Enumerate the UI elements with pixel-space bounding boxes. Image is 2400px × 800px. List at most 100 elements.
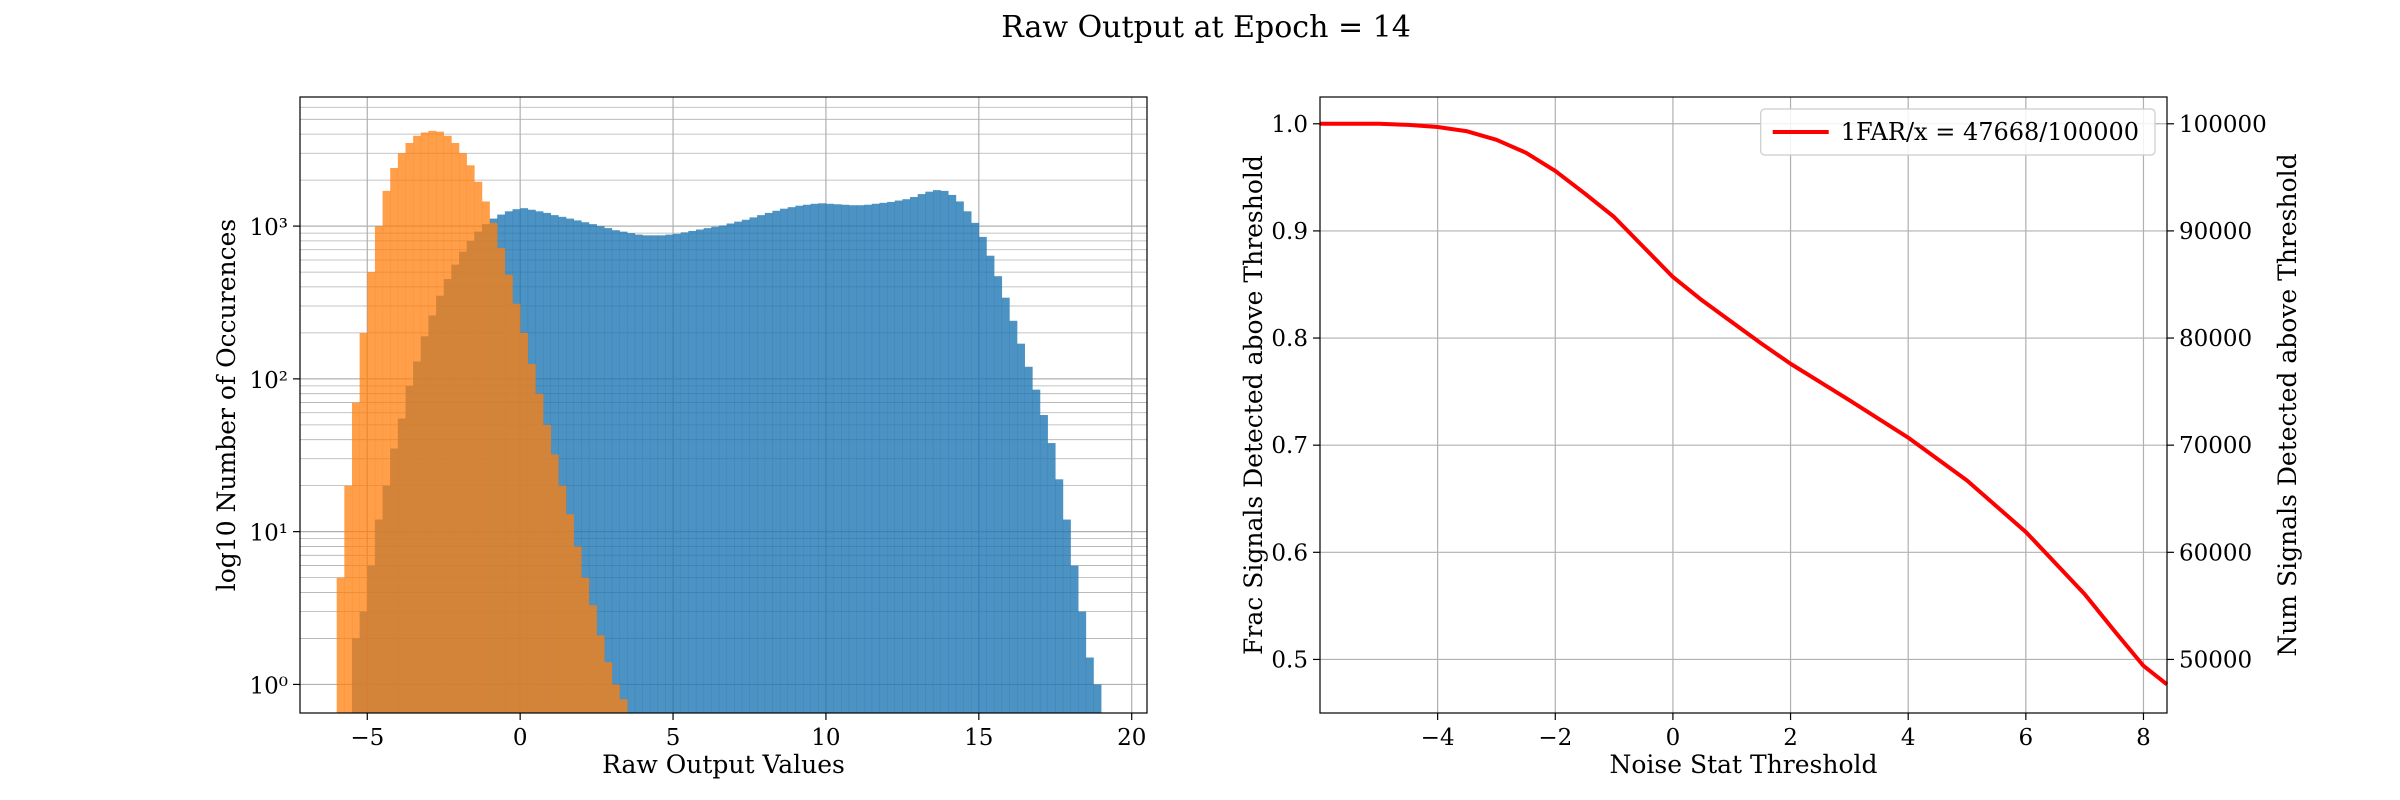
legend-entry-label: 1FAR/x = 47668/100000 [1841,118,2139,146]
histogram-bar-signal [1001,297,1010,713]
histogram-bar-noise [497,247,506,713]
histogram-bar-signal [986,255,995,714]
histogram-bar-noise [459,153,467,714]
histogram-bar-signal [741,219,750,713]
detection-axes-frame [1319,96,2168,714]
histogram-bar-noise [443,135,452,713]
legend-box [1760,108,2156,156]
histogram-bar-signal [887,201,896,713]
histogram-bar-signal [665,234,674,713]
histogram-x-tick-label: 15 [964,725,993,751]
detection-x-tick-label: 2 [1783,725,1798,751]
histogram-bar-noise [420,132,429,713]
histogram-bar-noise [504,274,513,713]
histogram-bar-signal [772,210,781,714]
histogram-bar-signal [650,235,659,713]
histogram-x-tick-label: −5 [350,725,384,751]
histogram-bar-signal [734,221,743,713]
histogram-bar-noise [558,485,567,713]
histogram-bar-signal [1032,389,1041,713]
histogram-bar-signal [604,228,613,713]
histogram-bar-signal [566,218,574,713]
histogram-panel: −5 0 5 10 15 20 10⁰ 10¹ 10² 10³ Raw Output Value… [212,96,1148,779]
histogram-bar-signal [833,204,842,713]
histogram-bar-signal [718,225,727,713]
histogram-bar-noise [359,332,368,713]
detection-x-tick-label: 0 [1666,725,1681,751]
histogram-bar-noise [405,142,414,713]
detection-x-tick-label: 8 [2136,725,2151,751]
histogram-y-axis-label: log10 Number of Occurences [212,219,241,592]
histogram-y-tick-label: 10² [250,368,289,394]
histogram-bar-signal [619,231,628,714]
histogram-bar-noise [581,577,590,713]
histogram-bar-signal [787,207,796,714]
detection-y-axis-label-right: Num Signals Detected above Threshold [2273,153,2302,656]
histogram-bar-signal [1017,343,1025,713]
histogram-y-tick-label: 10¹ [250,521,289,547]
histogram-bar-noise [543,424,552,713]
detection-y-tick-label-right: 90000 [2179,219,2252,245]
histogram-bar-signal [948,194,957,713]
histogram-bar-signal [703,228,712,713]
histogram-bar-noise [436,131,445,714]
detection-y-ticks-right: 50000 60000 70000 80000 90000 100000 [2167,112,2267,673]
histogram-bar-noise [566,514,574,713]
figure-title: Raw Output at Epoch = 14 [1001,10,1411,45]
histogram-bar-signal [856,205,865,714]
detection-y-ticks-left: 0.5 0.6 0.7 0.8 0.9 1.0 [1271,112,1320,673]
histogram-bar-noise [619,699,628,713]
histogram-bar-noise [413,135,422,713]
histogram-bar-noise [535,393,544,713]
histogram-bar-signal [963,211,972,713]
histogram-axes-frame [299,96,1148,714]
detection-y-tick-label-right: 50000 [2179,647,2252,673]
detection-x-tick-label: −4 [1421,725,1455,751]
histogram-bar-signal [994,276,1003,713]
histogram-bar-signal [818,203,827,713]
detection-y-axis-label-left: Frac Signals Detected above Threshold [1239,155,1268,655]
histogram-bar-signal [971,222,980,713]
histogram-bar-signal [757,215,766,713]
histogram-bar-signal [825,203,834,713]
histogram-bar-noise [382,190,391,714]
histogram-bar-noise [390,168,399,713]
histogram-bar-signal [871,203,880,713]
histogram-bar-noise [481,201,490,713]
histogram-bar-signal [978,236,987,713]
detection-y-tick-label-left: 0.8 [1271,326,1308,352]
detection-y-tick-label-right: 70000 [2179,433,2252,459]
histogram-bar-signal [695,229,704,714]
histogram-bar-signal [810,203,819,713]
detection-y-tick-label-left: 0.6 [1271,540,1308,566]
histogram-bar-noise [428,130,437,713]
histogram-bar-signal [1062,519,1071,713]
histogram-bar-signal [764,212,773,713]
detection-x-axis-label: Noise Stat Threshold [1609,750,1877,779]
histogram-bar-signal [558,216,567,713]
histogram-bar-signal [1085,657,1094,713]
histogram-bar-signal [573,220,582,713]
detection-y-tick-label-left: 0.7 [1271,433,1308,459]
histogram-x-tick-label: 5 [666,725,681,751]
histogram-bar-signal [634,234,643,713]
legend: 1FAR/x = 47668/100000 [1760,108,2156,156]
detection-y-tick-label-left: 0.9 [1271,219,1308,245]
histogram-bar-signal [1070,565,1079,713]
detection-curve-line [1320,121,2169,686]
histogram-bar-noise [512,303,521,713]
histogram-x-ticks: −5 0 5 10 15 20 [350,713,1146,751]
histogram-bar-signal [864,204,873,713]
histogram-y-tick-label: 10³ [250,215,289,241]
histogram-bar-noise [520,332,529,713]
histogram-bar-noise [344,485,353,713]
histogram-x-tick-label: 10 [811,725,840,751]
histogram-bar-signal [848,205,857,714]
histogram-bar-signal [932,190,941,714]
histogram-bar-signal [680,232,689,713]
histogram-bar-signal [879,202,888,714]
histogram-bar-signal [1009,320,1018,713]
histogram-bar-signal [955,201,964,713]
detection-grid [1320,97,2167,713]
